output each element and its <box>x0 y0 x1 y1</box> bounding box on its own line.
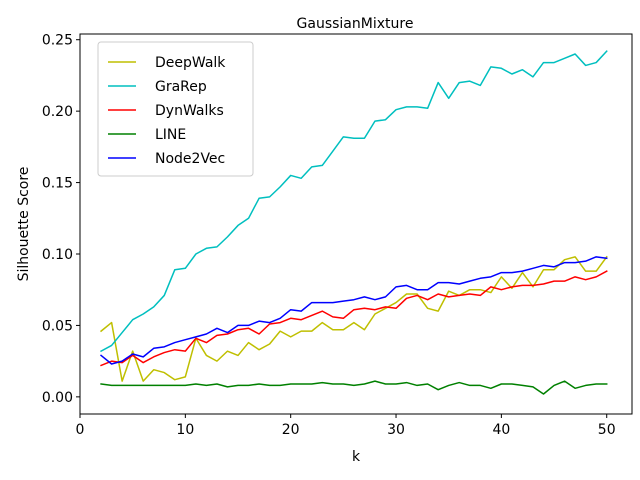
legend-label: DynWalks <box>155 103 224 119</box>
y-tick-label: 0.25 <box>42 33 73 49</box>
x-tick-label: 20 <box>282 422 300 438</box>
x-axis: 0 10 20 30 40 50 <box>76 414 616 438</box>
series-line-line <box>100 380 608 395</box>
x-tick-label: 30 <box>387 422 405 438</box>
y-tick-label: 0.00 <box>42 390 73 406</box>
legend-box <box>97 41 254 177</box>
x-tick-label: 10 <box>176 422 194 438</box>
chart-title: GaussianMixture <box>297 16 414 32</box>
x-tick-label: 50 <box>598 422 616 438</box>
series-line-grarep <box>100 50 608 353</box>
series-line-deepwalk <box>100 255 608 382</box>
y-tick-label: 0.20 <box>42 104 73 120</box>
legend-label: DeepWalk <box>155 55 226 71</box>
y-axis-label: Silhouette Score <box>16 167 32 282</box>
series-line-dynwalks <box>100 270 608 367</box>
series-line-node2vec <box>100 256 608 365</box>
y-axis: 0.00 0.05 0.10 0.15 0.20 0.25 <box>42 33 80 406</box>
y-tick-label: 0.05 <box>42 318 73 334</box>
plot-frame <box>79 33 633 415</box>
legend-label: LINE <box>155 127 186 143</box>
x-tick-label: 40 <box>492 422 510 438</box>
plot-lines <box>100 50 608 395</box>
legend-label: Node2Vec <box>155 151 225 167</box>
x-axis-label: k <box>352 449 361 465</box>
y-tick-label: 0.10 <box>42 247 73 263</box>
x-tick-label: 0 <box>76 422 85 438</box>
y-tick-label: 0.15 <box>42 176 73 192</box>
legend-label: GraRep <box>155 79 207 95</box>
legend: DeepWalk GraRep DynWalks LINE Node2Vec <box>97 41 254 177</box>
